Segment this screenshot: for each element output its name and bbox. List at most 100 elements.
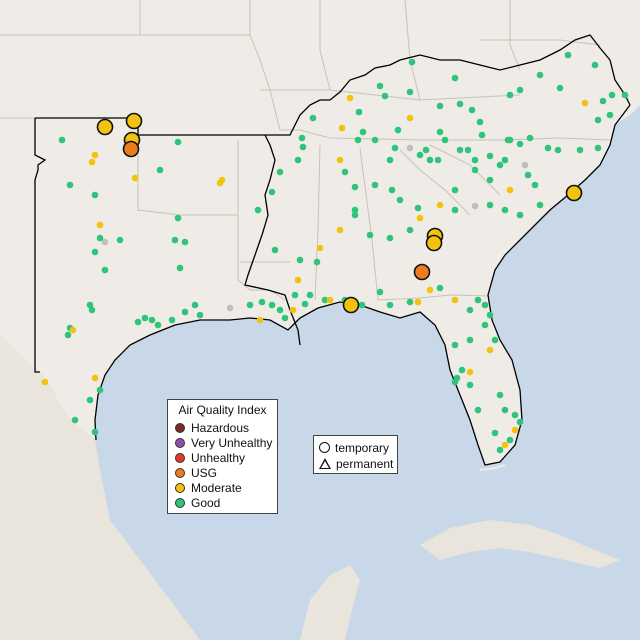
legend-item-very-unhealthy: Very Unhealthy bbox=[175, 436, 272, 450]
monitor-marker bbox=[474, 296, 482, 304]
monitor-marker bbox=[154, 321, 162, 329]
monitor-marker bbox=[156, 166, 164, 174]
monitor-marker bbox=[341, 168, 349, 176]
monitor-marker bbox=[351, 183, 359, 191]
monitor-marker bbox=[91, 191, 99, 199]
monitor-marker bbox=[416, 214, 424, 222]
monitor-marker bbox=[486, 152, 494, 160]
monitor-marker bbox=[88, 306, 96, 314]
cuba-land bbox=[420, 520, 620, 568]
monitor-marker bbox=[436, 201, 444, 209]
monitor-marker bbox=[506, 136, 514, 144]
monitor-marker bbox=[486, 311, 494, 319]
monitor-marker bbox=[511, 411, 519, 419]
monitor-marker bbox=[496, 391, 504, 399]
very-unhealthy-swatch bbox=[175, 438, 185, 448]
monitor-marker bbox=[501, 156, 509, 164]
monitor-marker bbox=[306, 291, 314, 299]
monitor-marker bbox=[524, 171, 532, 179]
monitor-marker bbox=[96, 234, 104, 242]
monitor-marker bbox=[406, 144, 414, 152]
monitor-marker bbox=[608, 91, 616, 99]
monitor-marker bbox=[621, 91, 629, 99]
monitor-marker bbox=[594, 116, 602, 124]
monitor-marker bbox=[456, 100, 464, 108]
monitor-marker bbox=[64, 331, 72, 339]
monitor-marker bbox=[406, 114, 414, 122]
monitor-marker bbox=[496, 446, 504, 454]
monitor-marker bbox=[501, 406, 509, 414]
monitor-marker bbox=[506, 186, 514, 194]
monitor-dots bbox=[41, 51, 629, 454]
monitor-marker bbox=[258, 298, 266, 306]
monitor-marker bbox=[41, 378, 49, 386]
monitor-marker bbox=[466, 368, 474, 376]
monitor-marker bbox=[526, 134, 534, 142]
monitor-marker bbox=[174, 214, 182, 222]
legend-label: Good bbox=[191, 496, 221, 510]
monitor-marker bbox=[426, 286, 434, 294]
circle-icon bbox=[319, 442, 330, 453]
monitor-marker bbox=[91, 428, 99, 436]
monitor-marker bbox=[466, 336, 474, 344]
legend-label: Unhealthy bbox=[191, 451, 246, 465]
monitor-marker bbox=[366, 231, 374, 239]
monitor-marker bbox=[422, 146, 430, 154]
monitor-marker bbox=[468, 106, 476, 114]
monitor-marker bbox=[516, 86, 524, 94]
monitor-marker bbox=[434, 156, 442, 164]
legend-label: Moderate bbox=[191, 481, 242, 495]
monitor-marker bbox=[289, 306, 297, 314]
monitor-marker bbox=[456, 146, 464, 154]
monitor-marker bbox=[116, 236, 124, 244]
monitor-marker bbox=[406, 226, 414, 234]
monitor-marker bbox=[436, 102, 444, 110]
monitor-marker bbox=[531, 181, 539, 189]
monitor-marker bbox=[376, 82, 384, 90]
monitor-marker bbox=[394, 126, 402, 134]
unhealthy-swatch bbox=[175, 453, 185, 463]
monitor-marker bbox=[474, 406, 482, 414]
monitor-marker bbox=[464, 146, 472, 154]
monitor-marker bbox=[471, 156, 479, 164]
monitor-marker bbox=[606, 111, 614, 119]
monitor-marker bbox=[414, 204, 422, 212]
monitor-marker bbox=[451, 378, 459, 386]
legend-item-moderate: Moderate bbox=[175, 481, 242, 495]
monitor-marker bbox=[66, 181, 74, 189]
monitor-marker bbox=[254, 206, 262, 214]
us-land bbox=[0, 0, 640, 465]
legend-label: temporary bbox=[335, 440, 390, 455]
monitor-marker bbox=[351, 206, 359, 214]
monitor-marker bbox=[511, 426, 519, 434]
monitor-marker bbox=[313, 258, 321, 266]
monitor-marker bbox=[391, 144, 399, 152]
monitor-marker-large bbox=[125, 112, 143, 130]
monitor-marker bbox=[451, 206, 459, 214]
monitor-marker bbox=[271, 246, 279, 254]
monitor-marker bbox=[181, 238, 189, 246]
hazardous-swatch bbox=[175, 423, 185, 433]
monitor-marker bbox=[174, 138, 182, 146]
legend-item-permanent: permanent bbox=[319, 456, 393, 471]
monitor-marker bbox=[218, 176, 226, 184]
monitor-marker bbox=[359, 128, 367, 136]
monitor-marker bbox=[371, 136, 379, 144]
monitor-marker bbox=[396, 196, 404, 204]
usg-swatch bbox=[175, 468, 185, 478]
monitor-marker bbox=[581, 99, 589, 107]
monitor-marker bbox=[298, 134, 306, 142]
monitor-marker bbox=[591, 61, 599, 69]
monitor-marker bbox=[599, 97, 607, 105]
monitor-marker bbox=[256, 316, 264, 324]
monitor-marker bbox=[134, 318, 142, 326]
monitor-marker bbox=[471, 202, 479, 210]
monitor-marker bbox=[88, 158, 96, 166]
monitor-marker bbox=[406, 298, 414, 306]
monitor-marker bbox=[386, 301, 394, 309]
monitor-marker bbox=[141, 314, 149, 322]
monitor-marker bbox=[354, 136, 362, 144]
monitor-marker bbox=[476, 118, 484, 126]
monitor-marker bbox=[414, 298, 422, 306]
